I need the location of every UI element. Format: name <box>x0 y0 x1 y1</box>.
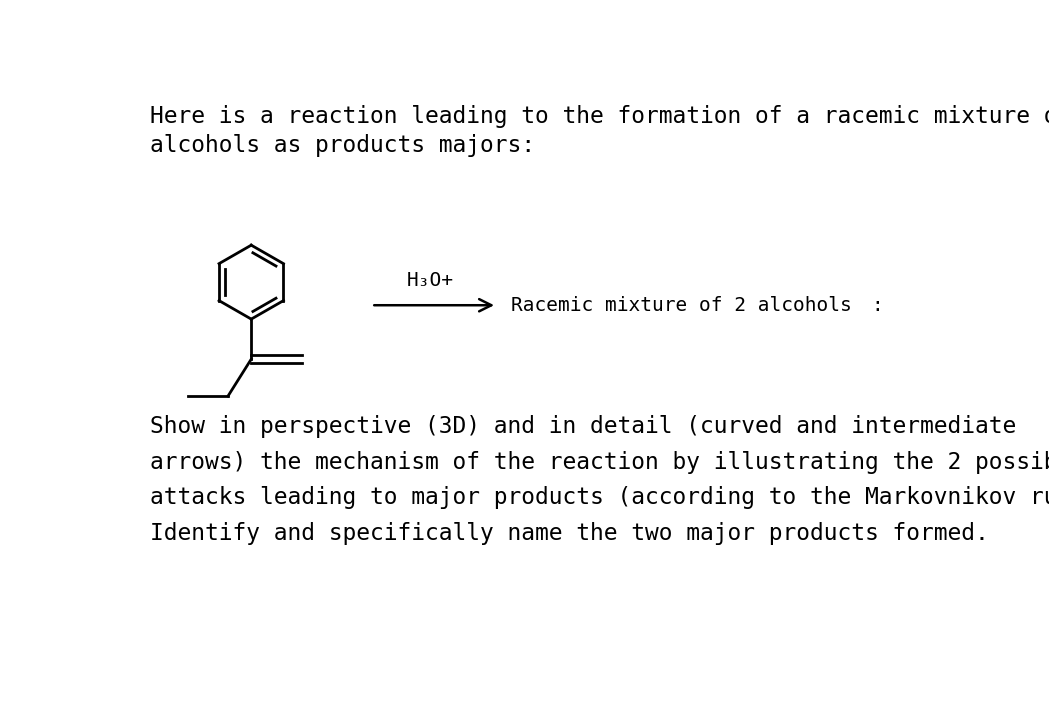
Text: arrows) the mechanism of the reaction by illustrating the 2 possible: arrows) the mechanism of the reaction by… <box>150 451 1049 474</box>
Text: Here is a reaction leading to the formation of a racemic mixture of: Here is a reaction leading to the format… <box>150 105 1049 128</box>
Text: attacks leading to major products (according to the Markovnikov rule).: attacks leading to major products (accor… <box>150 486 1049 509</box>
Text: H₃O+: H₃O+ <box>407 271 454 290</box>
Text: :: : <box>872 296 883 314</box>
Text: alcohols as products majors:: alcohols as products majors: <box>150 133 535 157</box>
Text: Racemic mixture of 2 alcohols: Racemic mixture of 2 alcohols <box>511 296 852 314</box>
Text: Show in perspective (3D) and in detail (curved and intermediate: Show in perspective (3D) and in detail (… <box>150 416 1016 438</box>
Text: Identify and specifically name the two major products formed.: Identify and specifically name the two m… <box>150 522 989 545</box>
